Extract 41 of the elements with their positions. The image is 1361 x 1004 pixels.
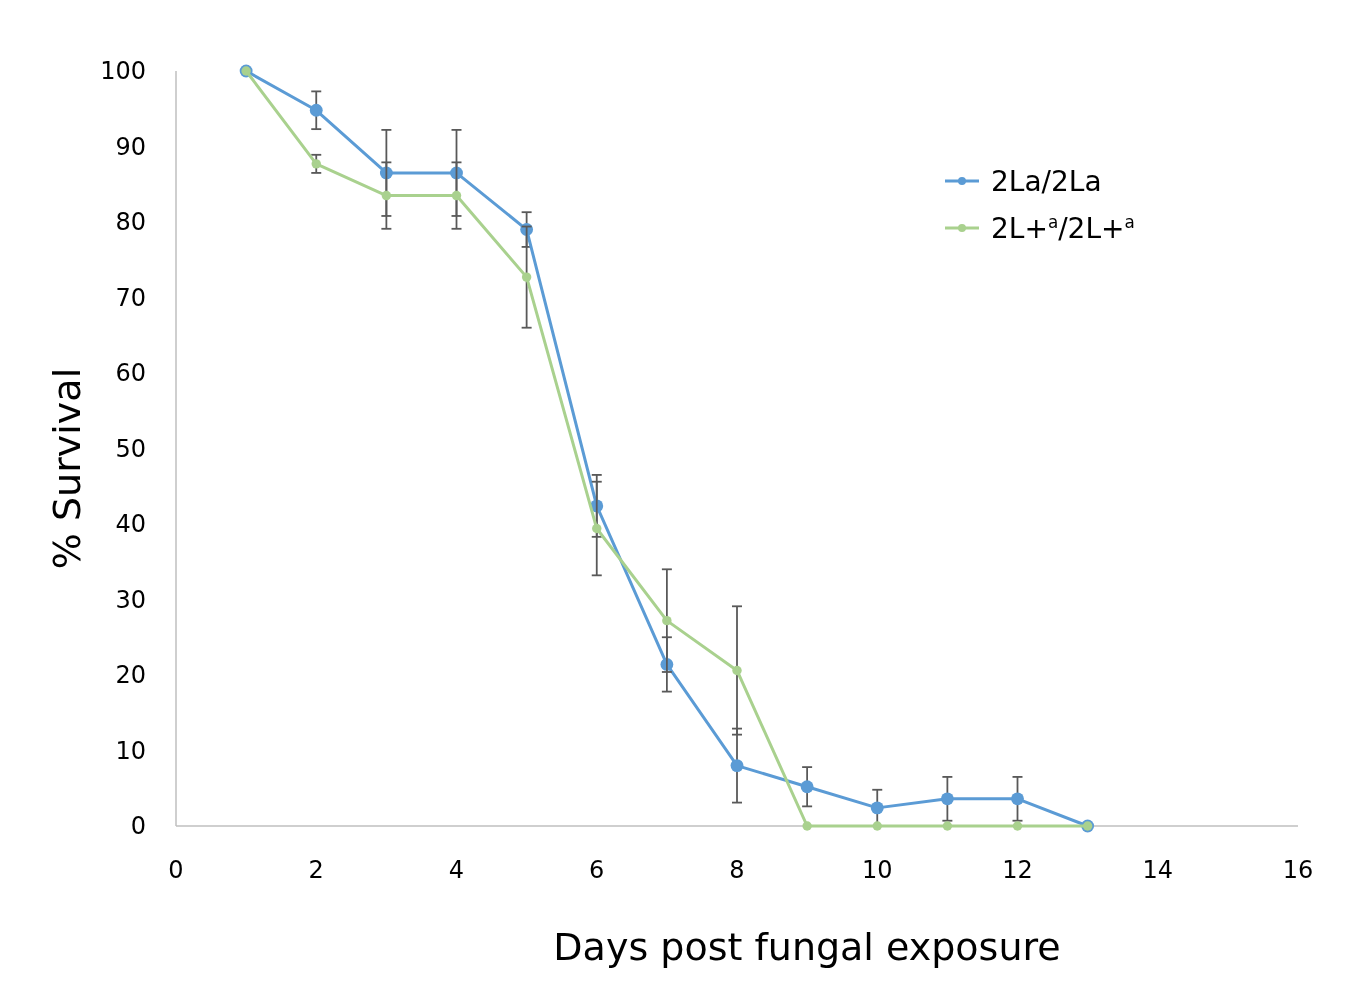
y-axis-title: % Survival [45, 367, 89, 570]
y-tick-label: 20 [115, 661, 146, 690]
legend-label: 2La/2La [991, 164, 1102, 198]
y-tick-label: 70 [115, 283, 146, 312]
x-tick-label: 14 [1142, 856, 1174, 884]
point [802, 821, 812, 831]
legend-label: 2L+$^{a}$/2L+$^{a}$ [991, 211, 1135, 245]
point [732, 665, 742, 676]
y-tick-label: 10 [115, 736, 146, 765]
point [730, 759, 744, 773]
y-tick-label: 0 [130, 812, 146, 841]
x-tick-label: 6 [589, 856, 605, 884]
x-tick-label: 2 [308, 856, 324, 884]
y-tick-label: 30 [115, 585, 146, 614]
point [1012, 821, 1023, 831]
y-tick-label: 60 [115, 359, 146, 388]
x-tick-label: 10 [861, 856, 893, 884]
x-tick-label: 8 [729, 856, 745, 884]
point [940, 792, 954, 806]
point [872, 821, 882, 831]
point [800, 780, 814, 794]
y-tick-label: 50 [115, 434, 146, 463]
y-tick-label: 90 [115, 132, 146, 161]
x-tick-label: 0 [168, 856, 184, 884]
x-tick-label: 4 [448, 856, 465, 884]
point [1011, 792, 1024, 806]
point [592, 523, 602, 534]
point [381, 190, 392, 201]
x-axis-title: Days post fungal exposure [553, 925, 1061, 969]
point [451, 190, 462, 201]
x-tick-label: 12 [1002, 856, 1033, 884]
y-tick-label: 80 [115, 208, 146, 237]
point [311, 159, 321, 169]
point [870, 801, 884, 815]
point [942, 821, 953, 831]
point [521, 272, 532, 282]
point [662, 615, 672, 626]
x-tick-label: 16 [1282, 856, 1314, 884]
y-tick-label: 100 [100, 57, 146, 86]
y-tick-label: 40 [115, 510, 146, 539]
point [309, 103, 323, 117]
